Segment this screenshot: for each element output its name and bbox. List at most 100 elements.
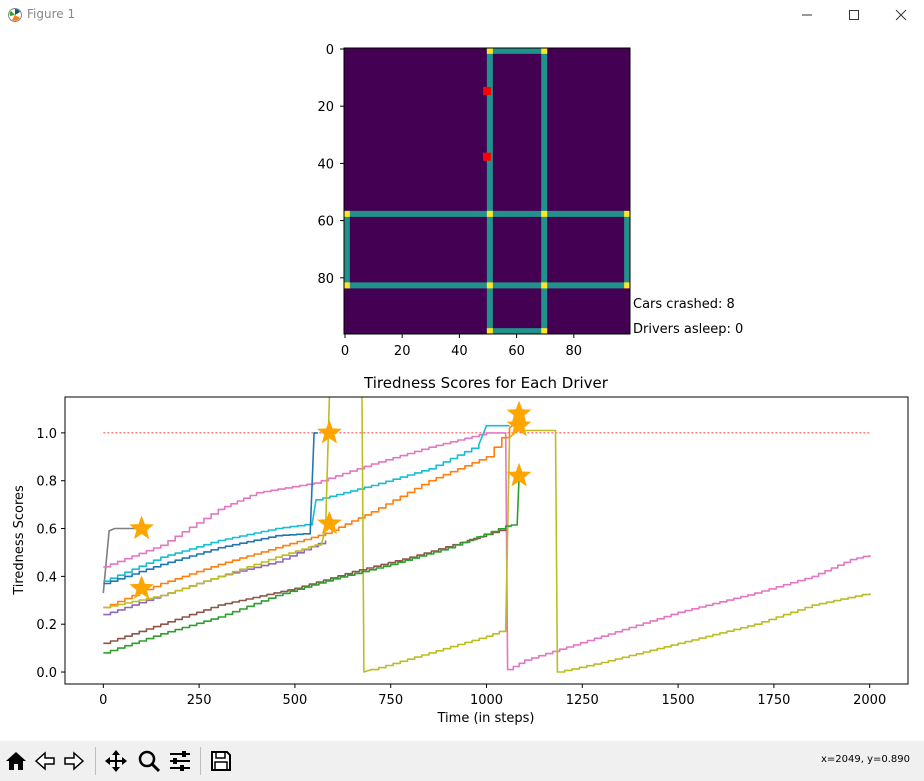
chart-x-tick-label: 250 (187, 693, 212, 708)
map-car (483, 152, 491, 161)
map-x-tick-label: 80 (566, 344, 583, 359)
close-button[interactable] (878, 0, 924, 30)
map-frame (343, 47, 631, 335)
chart-x-tick-label: 2000 (853, 693, 886, 708)
chart-x-tick-label: 1000 (470, 693, 503, 708)
chart-y-tick-label: 0.6 (36, 523, 57, 538)
chart-y-tick-label: 1.0 (36, 427, 57, 442)
app-icon (8, 8, 22, 22)
map-junction (486, 328, 493, 335)
y-axis-label: Tiredness Scores (12, 485, 27, 596)
map-y-ticks: 0 20 40 60 80 (317, 43, 344, 287)
chart-y-tick-label: 0.2 (36, 618, 57, 633)
stars-layer (129, 400, 532, 599)
chart-x-tick-label: 0 (99, 693, 107, 708)
map-road (489, 47, 542, 54)
cars-crashed-label: Cars crashed: 8 (633, 297, 735, 312)
chart-x-ticks: 0 250 500 750 1000 1250 1500 1750 2000 (99, 684, 886, 708)
map-y-tick-label: 60 (317, 215, 334, 230)
home-icon (6, 752, 26, 770)
x-axis-label: Time (in steps) (437, 711, 535, 726)
star-marker (317, 419, 342, 444)
map-junction (541, 328, 548, 335)
star-marker (506, 400, 532, 425)
chart-y-tick-label: 0.4 (36, 570, 57, 585)
series-line (103, 540, 327, 616)
map-junction (486, 282, 493, 289)
series-line (361, 397, 871, 673)
map-road (344, 210, 628, 217)
chart-y-tick-label: 0.0 (36, 666, 57, 681)
map-roads (343, 47, 631, 335)
star-marker (129, 515, 154, 540)
save-button[interactable] (207, 746, 235, 776)
cursor-coordinates: x=2049, y=0.890 (820, 754, 910, 765)
window-titlebar: Figure 1 (0, 0, 924, 30)
map-road (624, 213, 631, 286)
toolbar-separator (95, 747, 96, 775)
maximize-icon (849, 10, 859, 20)
star-marker (506, 462, 532, 487)
map-junction (624, 282, 631, 289)
close-icon (895, 9, 907, 21)
map-car (483, 86, 491, 95)
map-road (343, 213, 350, 286)
map-x-ticks: 0 20 40 60 80 (341, 334, 582, 359)
map-y-tick-label: 20 (317, 100, 334, 115)
minimize-button[interactable] (784, 0, 830, 30)
series-line (103, 432, 871, 671)
zoom-button[interactable] (135, 746, 163, 776)
chart-x-tick-label: 1750 (757, 693, 790, 708)
chart-y-ticks: 0.0 0.2 0.4 0.6 0.8 1.0 (36, 427, 65, 681)
chart-frame (64, 396, 909, 685)
series-line (103, 420, 518, 609)
map-x-tick-label: 20 (394, 344, 411, 359)
pan-icon (105, 750, 127, 772)
configure-subplots-button[interactable] (166, 746, 194, 776)
forward-button[interactable] (60, 746, 88, 776)
map-road (541, 48, 548, 332)
map-x-tick-label: 60 (508, 344, 525, 359)
configure-subplots-icon (170, 751, 190, 771)
figure-canvas[interactable]: 0 20 40 60 80 0 20 40 60 80 Cars crashed: 8 Driv… (0, 30, 924, 741)
navigation-toolbar: x=2049, y=0.890 (0, 741, 924, 781)
map-junction (343, 210, 350, 217)
map-road (486, 48, 493, 332)
pan-button[interactable] (102, 746, 130, 776)
toolbar-separator (200, 747, 201, 775)
chart-x-tick-label: 1500 (662, 693, 695, 708)
series-line (103, 424, 510, 582)
map-junction (541, 47, 548, 54)
home-button[interactable] (2, 746, 30, 776)
chart-y-tick-label: 0.8 (36, 475, 57, 490)
minimize-icon (802, 14, 812, 16)
map-y-tick-label: 40 (317, 157, 334, 172)
series-line (103, 475, 520, 654)
map-junction (486, 210, 493, 217)
map-junction (343, 282, 350, 289)
map-road (344, 282, 628, 289)
series-line (103, 397, 331, 609)
map-junction (541, 282, 548, 289)
map-junction (541, 210, 548, 217)
series-line (102, 527, 142, 594)
series-line (103, 432, 318, 585)
chart-title: Tiredness Scores for Each Driver (363, 374, 609, 392)
maximize-button[interactable] (831, 0, 877, 30)
map-y-tick-label: 80 (317, 272, 334, 287)
map-x-tick-label: 40 (451, 344, 468, 359)
series-layer (102, 397, 871, 673)
back-arrow-icon (34, 751, 55, 771)
map-x-tick-label: 0 (341, 344, 349, 359)
star-marker (317, 510, 342, 535)
drivers-asleep-label: Drivers asleep: 0 (633, 322, 743, 337)
map-y-tick-label: 0 (326, 43, 334, 58)
back-button[interactable] (31, 746, 59, 776)
map-axes: 0 20 40 60 80 0 20 40 60 80 (317, 43, 631, 359)
chart-x-tick-label: 750 (378, 693, 403, 708)
save-icon (211, 751, 231, 771)
chart-x-tick-label: 1250 (566, 693, 599, 708)
window-title: Figure 1 (27, 7, 76, 21)
line-chart-axes: 0 250 500 750 1000 1250 1500 1750 2000 0.0 0.2 0.4… (36, 396, 909, 708)
map-road (489, 328, 542, 335)
